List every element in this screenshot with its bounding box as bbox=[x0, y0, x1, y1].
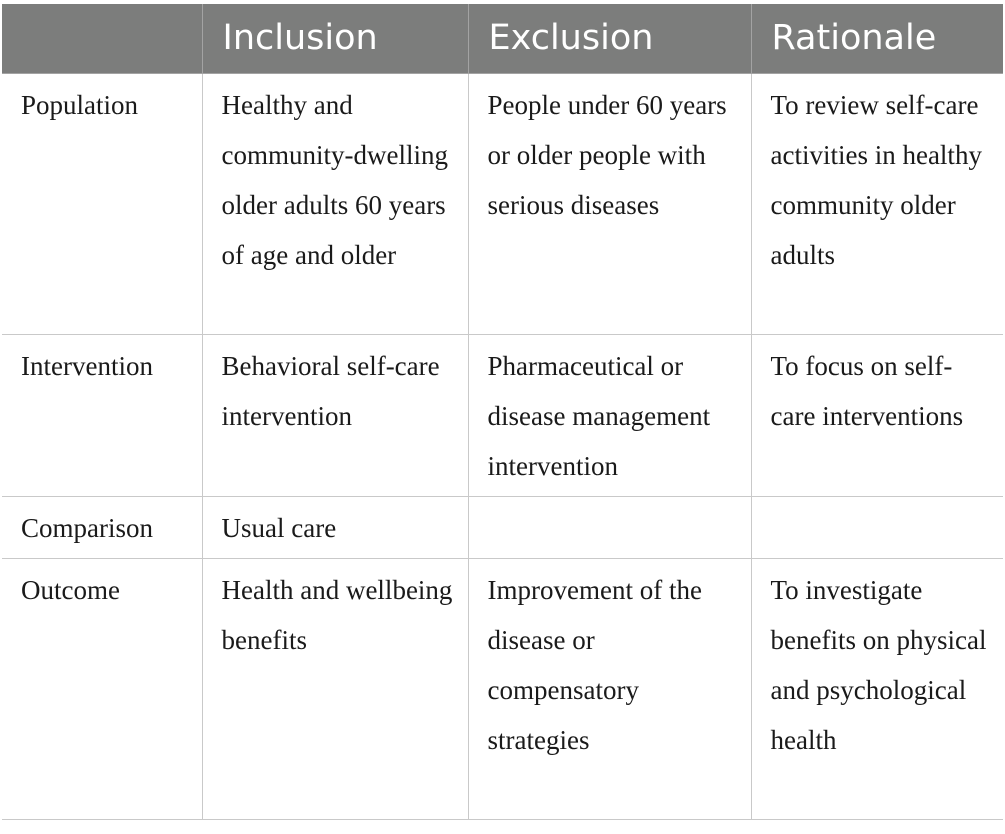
header-row: Inclusion Exclusion Rationale bbox=[2, 4, 1003, 74]
row-label: Population bbox=[2, 73, 203, 335]
header-cell-exclusion: Exclusion bbox=[467, 4, 752, 74]
inclusion-cell: Health and wellbeing benefits bbox=[201, 558, 469, 820]
exclusion-cell: Pharmaceutical or disease management int… bbox=[467, 334, 752, 497]
rationale-cell: To focus on self-care interventions bbox=[750, 334, 1003, 497]
rationale-cell bbox=[750, 496, 1003, 559]
criteria-table: Inclusion Exclusion Rationale Population… bbox=[2, 4, 1003, 820]
inclusion-cell: Healthy and community-dwelling older adu… bbox=[201, 73, 469, 335]
row-label: Intervention bbox=[2, 334, 203, 497]
rationale-cell: To investigate benefits on physical and … bbox=[750, 558, 1003, 820]
table-row: Population Healthy and community-dwellin… bbox=[2, 73, 1003, 335]
table-row: Intervention Behavioral self-care interv… bbox=[2, 334, 1003, 497]
header-cell-inclusion: Inclusion bbox=[201, 4, 469, 74]
header-cell-empty bbox=[2, 4, 203, 74]
exclusion-cell: Improvement of the disease or compensato… bbox=[467, 558, 752, 820]
table-row: Comparison Usual care bbox=[2, 496, 1003, 559]
exclusion-cell: People under 60 years or older people wi… bbox=[467, 73, 752, 335]
inclusion-cell: Usual care bbox=[201, 496, 469, 559]
row-label: Outcome bbox=[2, 558, 203, 820]
inclusion-cell: Behavioral self-care intervention bbox=[201, 334, 469, 497]
row-label: Comparison bbox=[2, 496, 203, 559]
exclusion-cell bbox=[467, 496, 752, 559]
rationale-cell: To review self-care activities in health… bbox=[750, 73, 1003, 335]
table-row: Outcome Health and wellbeing benefits Im… bbox=[2, 558, 1003, 820]
header-cell-rationale: Rationale bbox=[750, 4, 1003, 74]
